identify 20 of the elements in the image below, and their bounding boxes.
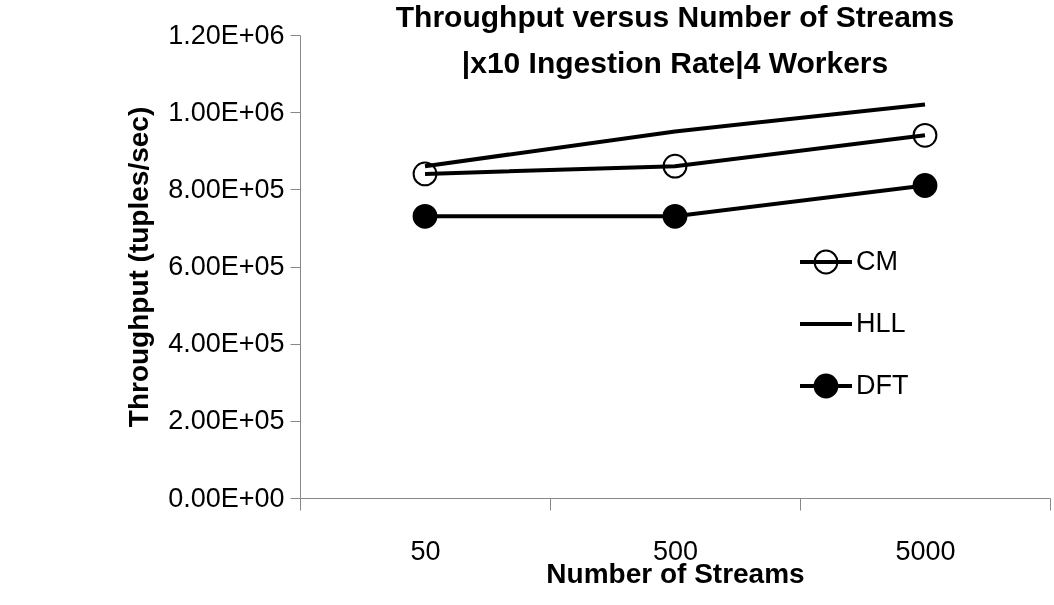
y-axis-title: Throughput (tuples/sec) — [123, 106, 155, 428]
point — [662, 153, 688, 179]
y-tick-label: 0.00E+00 — [168, 482, 285, 513]
y-tick-label: 8.00E+05 — [168, 173, 285, 204]
point — [912, 122, 938, 148]
y-tick-label: 4.00E+05 — [168, 328, 285, 359]
x-tick-label: 5000 — [895, 535, 956, 566]
point — [412, 161, 438, 187]
y-tick-label: 2.00E+05 — [168, 405, 285, 436]
chart-title: Throughput versus Number of Streams |x10 Ingestion Rate|4 Workers — [395, 0, 955, 79]
point — [912, 173, 938, 198]
legend-label: DFT — [856, 370, 909, 400]
y-tick-label: 1.20E+06 — [168, 19, 285, 50]
legend-label: CM — [856, 246, 898, 276]
point — [412, 203, 438, 229]
legend-label: HLL — [856, 308, 906, 338]
y-tick-label: 6.00E+05 — [168, 251, 285, 281]
point — [662, 203, 688, 229]
y-tick-label: 1.00E+06 — [168, 96, 285, 127]
x-tick-label: 50 — [410, 535, 441, 566]
